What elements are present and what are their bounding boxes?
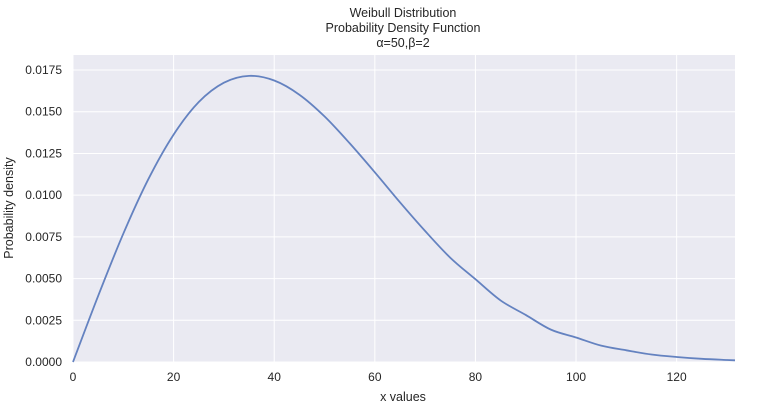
chart-title-line-3: α=50,β=2 — [376, 36, 429, 50]
y-tick-label: 0.0075 — [25, 230, 62, 244]
x-tick-label: 40 — [268, 370, 282, 384]
y-tick-label: 0.0175 — [25, 63, 62, 77]
x-tick-label: 120 — [667, 370, 687, 384]
series-layer — [72, 74, 736, 363]
y-tick-label: 0.0150 — [25, 105, 62, 119]
y-tick-label: 0.0050 — [25, 272, 62, 286]
y-tick-label: 0.0100 — [25, 188, 62, 202]
y-axis-label: Probability density — [2, 157, 16, 259]
chart-title-line-1: Weibull Distribution — [350, 6, 457, 20]
x-tick-label: 80 — [469, 370, 483, 384]
y-tick-label: 0.0125 — [25, 146, 62, 160]
x-axis-ticks: 0 20 40 60 80 100 120 — [70, 370, 687, 384]
plot-area — [73, 55, 735, 362]
x-tick-label: 20 — [167, 370, 181, 384]
x-tick-label: 0 — [70, 370, 77, 384]
y-tick-label: 0.0000 — [25, 355, 62, 369]
y-axis-ticks: 0.0000 0.0025 0.0050 0.0075 0.0100 0.0125 0.01… — [25, 63, 62, 369]
x-tick-label: 100 — [566, 370, 586, 384]
x-tick-label: 60 — [368, 370, 382, 384]
gridlines — [72, 55, 735, 363]
chart-title-line-2: Probability Density Function — [326, 21, 481, 35]
pdf-curve-line — [72, 74, 736, 363]
x-axis-label: x values — [380, 390, 426, 404]
y-tick-label: 0.0025 — [25, 313, 62, 327]
